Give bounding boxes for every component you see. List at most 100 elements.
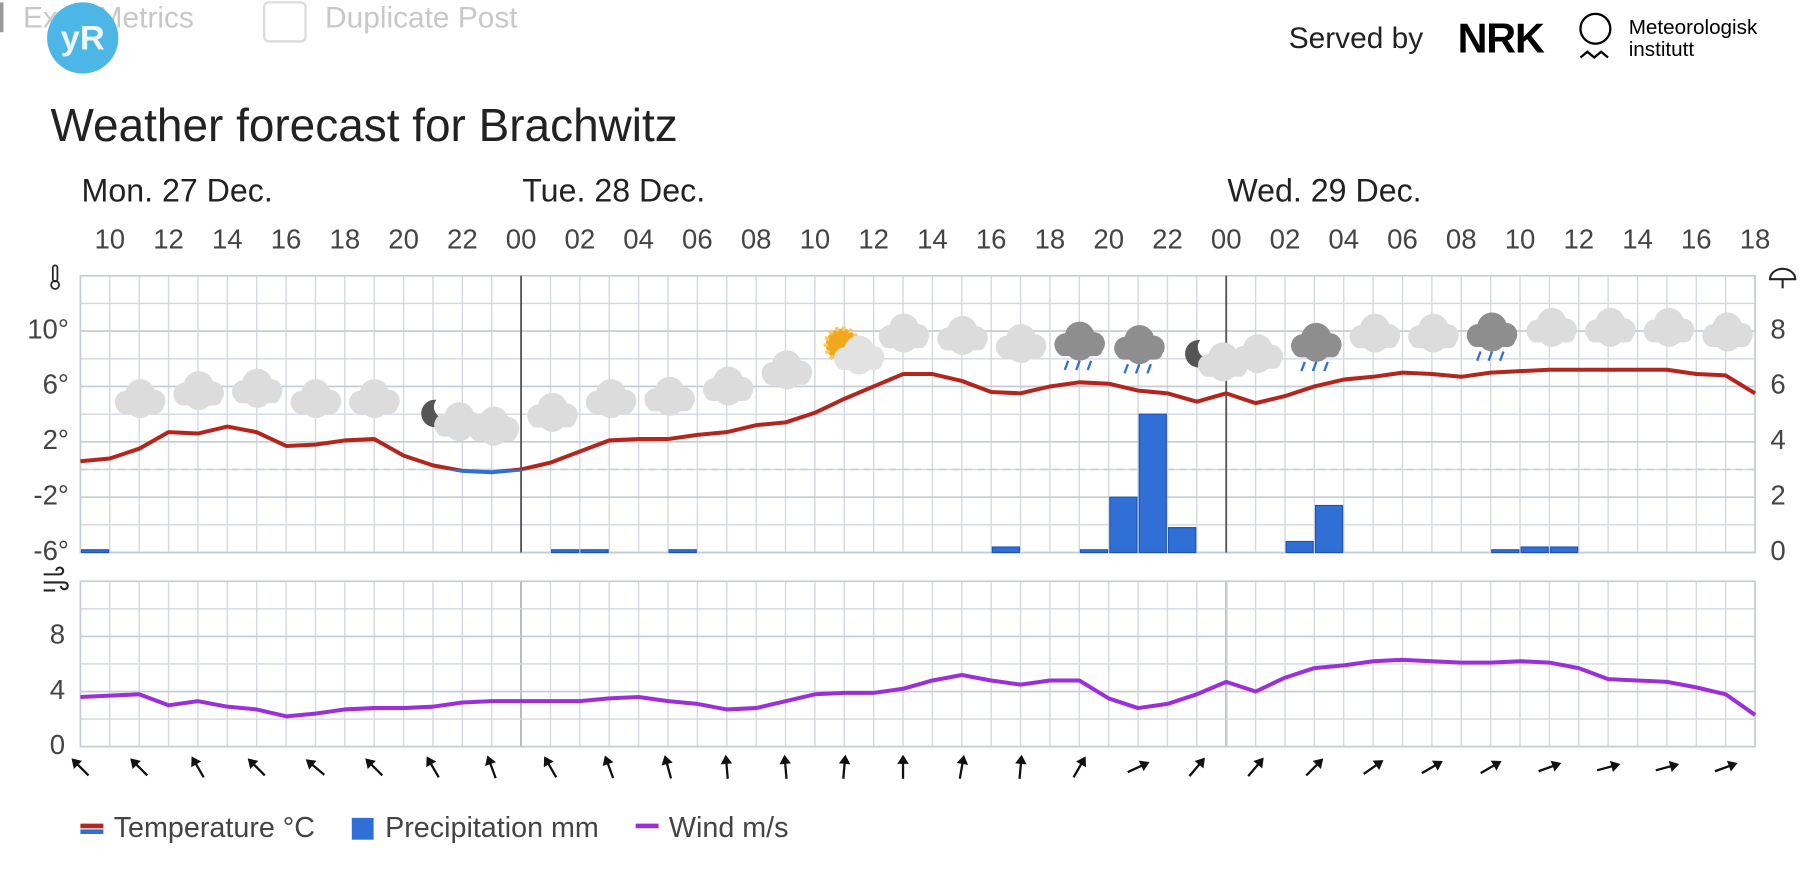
cloud-part [1200, 363, 1247, 377]
wind-arrow [426, 756, 440, 778]
wind-arrow [1596, 760, 1621, 772]
arrow-head [1431, 760, 1443, 771]
arrow-head [426, 756, 437, 768]
rain-drop [1476, 351, 1482, 362]
weather-icon [527, 392, 578, 432]
day-label: Mon. 27 Dec. [82, 173, 273, 209]
cloud-part [1056, 342, 1103, 357]
x-tick-label: 08 [1446, 224, 1477, 255]
cloud-part [1410, 334, 1457, 349]
arrow-head [247, 758, 259, 769]
precipitation-bar [1314, 504, 1344, 554]
legend-label: Wind m/s [669, 812, 789, 844]
x-tick-label: 08 [741, 224, 772, 255]
arrow-head [838, 754, 851, 765]
arrow-head [1194, 757, 1205, 769]
duplicate-icon [263, 1, 307, 43]
weather-icon [1232, 334, 1283, 374]
arrow-head [1372, 760, 1384, 771]
arrow-head [365, 758, 376, 769]
arrow-head [897, 754, 909, 764]
x-tick-label: 16 [1681, 224, 1712, 255]
arrow-head [1015, 754, 1027, 765]
y2-tick-label: 2 [1770, 479, 1785, 510]
x-tick-label: 02 [565, 224, 596, 255]
x-tick-label: 00 [506, 224, 537, 255]
wind-arrow [247, 758, 266, 777]
rain-drop [1487, 351, 1494, 362]
met-logo [1579, 12, 1612, 45]
arrow-head [71, 758, 83, 769]
x-tick-label: 02 [1270, 224, 1301, 255]
wind-arrow [1188, 757, 1205, 777]
wind-arrow [779, 754, 791, 779]
cloud-part [1587, 328, 1634, 343]
cloud-part [292, 399, 339, 414]
wind-arrow [1015, 754, 1027, 779]
precipitation-bar [551, 549, 580, 554]
wind-arrow [1305, 758, 1324, 777]
x-tick-label: 10 [1505, 224, 1536, 255]
weather-icon [1466, 312, 1518, 362]
umbrella-icon [1768, 267, 1797, 289]
wind-arrow [602, 755, 615, 779]
met-name: Meteorologisk [1629, 16, 1758, 39]
plot-frame [79, 274, 1756, 554]
y-tick-label: -6° [33, 535, 69, 566]
wind-arrow [130, 758, 149, 777]
weather-icon [995, 323, 1047, 364]
arrow-head [779, 754, 791, 765]
weather-icon [585, 379, 637, 419]
weather-icon [349, 379, 400, 419]
weather-icon [1114, 325, 1165, 374]
weather-icon [232, 368, 283, 408]
x-tick-label: 14 [212, 224, 243, 255]
cloud-part [117, 399, 164, 414]
x-tick-label: 04 [623, 224, 654, 255]
x-tick-label: 16 [976, 224, 1007, 255]
day-label: Tue. 28 Dec. [522, 173, 705, 209]
admin-link[interactable]: Duplicate Post [325, 1, 518, 34]
arrow-head [543, 756, 554, 768]
weather-icon [937, 315, 988, 355]
wind-arrow [191, 756, 205, 778]
wind-arrow [1247, 757, 1264, 777]
x-tick-label: 18 [1035, 224, 1066, 255]
precipitation-bar [668, 549, 697, 554]
weather-icon [702, 366, 754, 406]
rain-drop [1086, 360, 1093, 371]
wind-arrow [1714, 760, 1738, 773]
cloud-part [1528, 328, 1575, 343]
arrow-head [661, 755, 673, 766]
precipitation-bar [580, 549, 609, 554]
wind-arrow [1127, 760, 1150, 774]
wind-arrow [1363, 760, 1384, 775]
arrow-head [1076, 756, 1087, 768]
cloud-part [998, 344, 1045, 359]
wind-arrow [1538, 760, 1562, 773]
wind-arrow [305, 759, 325, 776]
arrow-head [956, 754, 969, 765]
wind-arrow [1480, 760, 1502, 775]
x-tick-label: 12 [153, 224, 184, 255]
x-tick-label: 06 [1387, 224, 1418, 255]
cloud-part [234, 389, 281, 404]
admin-bar-edge [0, 2, 4, 33]
y-tick-label: 10° [27, 313, 69, 344]
rain-drop [1323, 361, 1329, 372]
cloud-part [836, 356, 883, 370]
wind-icon [43, 566, 69, 592]
weather-icon [1643, 307, 1695, 347]
arrow-head [1668, 760, 1680, 772]
yr-logo-text: yR [61, 19, 105, 57]
wind-arrow [1655, 760, 1680, 772]
day-label: Wed. 29 Dec. [1227, 173, 1421, 209]
cloud-part [646, 397, 693, 412]
precipitation-bar [1549, 546, 1579, 554]
nrk-logo: NRK [1458, 15, 1545, 61]
wind-arrow [1421, 760, 1443, 775]
cloud-part [1645, 328, 1692, 343]
x-tick-label: 22 [447, 224, 478, 255]
cloud-part [1293, 343, 1340, 358]
